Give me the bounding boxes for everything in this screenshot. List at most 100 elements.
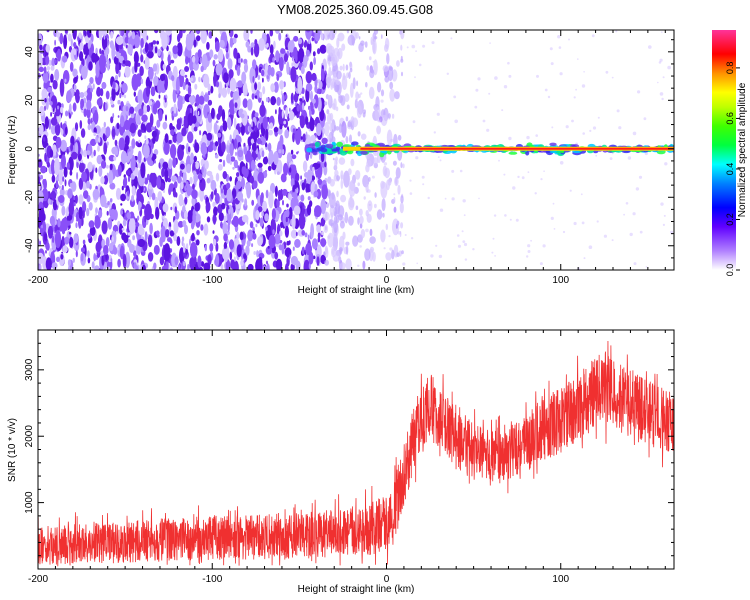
noise-blob	[92, 112, 97, 123]
noise-blob	[51, 57, 55, 68]
snr-axes: -200 -100 0 100 1000 2000 3000	[24, 330, 674, 585]
noise-blob	[335, 214, 340, 224]
noise-blob	[227, 116, 232, 129]
noise-blob	[285, 34, 288, 38]
noise-blob	[82, 201, 87, 213]
noise-blob	[98, 137, 101, 143]
noise-blob	[273, 40, 276, 50]
noise-blob	[178, 193, 184, 207]
noise-blob	[189, 77, 194, 82]
noise-blob	[310, 90, 313, 102]
noise-blob	[87, 250, 90, 258]
noise-blob	[170, 59, 175, 64]
noise-blob	[124, 66, 131, 78]
noise-blob	[389, 66, 394, 71]
spectrogram-y-tick-label: -20	[24, 190, 35, 205]
page-title: YM08.2025.360.09.45.G08	[276, 2, 434, 17]
noise-speck	[611, 239, 614, 242]
noise-blob	[232, 37, 237, 44]
noise-blob	[91, 52, 97, 63]
noise-blob	[167, 54, 171, 65]
noise-blob	[124, 60, 131, 67]
noise-blob	[185, 56, 189, 65]
noise-blob	[123, 119, 130, 131]
noise-blob	[230, 156, 236, 162]
noise-blob	[187, 146, 191, 153]
noise-blob	[358, 93, 361, 99]
noise-blob	[200, 224, 204, 231]
noise-blob	[133, 250, 137, 257]
noise-blob	[339, 262, 346, 270]
noise-speck	[526, 255, 529, 258]
noise-blob	[77, 50, 79, 57]
noise-blob	[170, 129, 175, 136]
noise-speck	[438, 254, 443, 259]
noise-blob	[311, 37, 315, 42]
spectrogram-signal-layer	[306, 140, 674, 158]
noise-blob	[115, 231, 118, 235]
noise-blob	[176, 122, 182, 130]
noise-blob	[182, 243, 186, 253]
noise-blob	[219, 39, 225, 49]
noise-blob	[345, 116, 349, 122]
noise-speck	[422, 44, 426, 48]
noise-speck	[462, 199, 466, 203]
noise-blob	[193, 155, 197, 163]
noise-blob	[337, 32, 345, 42]
noise-blob	[75, 250, 78, 258]
noise-blob	[323, 251, 326, 257]
noise-blob	[268, 117, 274, 125]
noise-blob	[162, 121, 168, 130]
noise-blob	[336, 175, 341, 181]
noise-blob	[136, 114, 141, 125]
noise-blob	[215, 172, 220, 182]
noise-blob	[215, 193, 220, 204]
noise-blob	[58, 185, 61, 189]
spectrogram-x-label: Height of straight line (km)	[298, 285, 415, 296]
noise-blob	[316, 177, 318, 181]
noise-blob	[326, 109, 330, 115]
noise-blob	[331, 81, 335, 86]
noise-blob	[379, 116, 383, 123]
noise-blob	[221, 202, 226, 210]
noise-blob	[349, 67, 353, 73]
noise-blob	[281, 93, 285, 106]
noise-blob	[101, 35, 108, 50]
noise-speck	[562, 230, 566, 234]
noise-blob	[67, 259, 71, 267]
noise-speck	[625, 202, 629, 205]
noise-blob	[197, 49, 202, 58]
noise-blob	[303, 205, 306, 209]
noise-blob	[305, 71, 313, 84]
noise-blob	[269, 30, 274, 37]
noise-blob	[87, 161, 93, 173]
noise-blob	[200, 142, 207, 155]
noise-speck	[589, 129, 592, 132]
noise-speck	[515, 218, 519, 222]
noise-speck	[623, 213, 625, 216]
noise-blob	[368, 177, 371, 182]
noise-blob	[272, 57, 275, 63]
noise-blob	[251, 199, 255, 206]
noise-blob	[320, 151, 325, 163]
noise-blob	[79, 42, 84, 51]
noise-blob	[381, 198, 386, 212]
noise-blob	[369, 56, 372, 61]
noise-speck	[581, 84, 586, 88]
noise-blob	[352, 235, 359, 247]
noise-blob	[103, 142, 108, 155]
noise-blob	[141, 123, 146, 131]
noise-blob	[339, 220, 345, 229]
noise-blob	[259, 104, 266, 117]
noise-blob	[258, 38, 265, 51]
noise-blob	[385, 223, 388, 231]
noise-blob	[327, 34, 330, 40]
noise-blob	[265, 189, 269, 199]
noise-blob	[288, 207, 293, 221]
noise-blob	[250, 159, 256, 171]
noise-blob	[278, 106, 281, 116]
noise-blob	[117, 164, 122, 177]
noise-blob	[173, 103, 177, 114]
noise-speck	[575, 88, 577, 91]
noise-blob	[47, 225, 54, 239]
